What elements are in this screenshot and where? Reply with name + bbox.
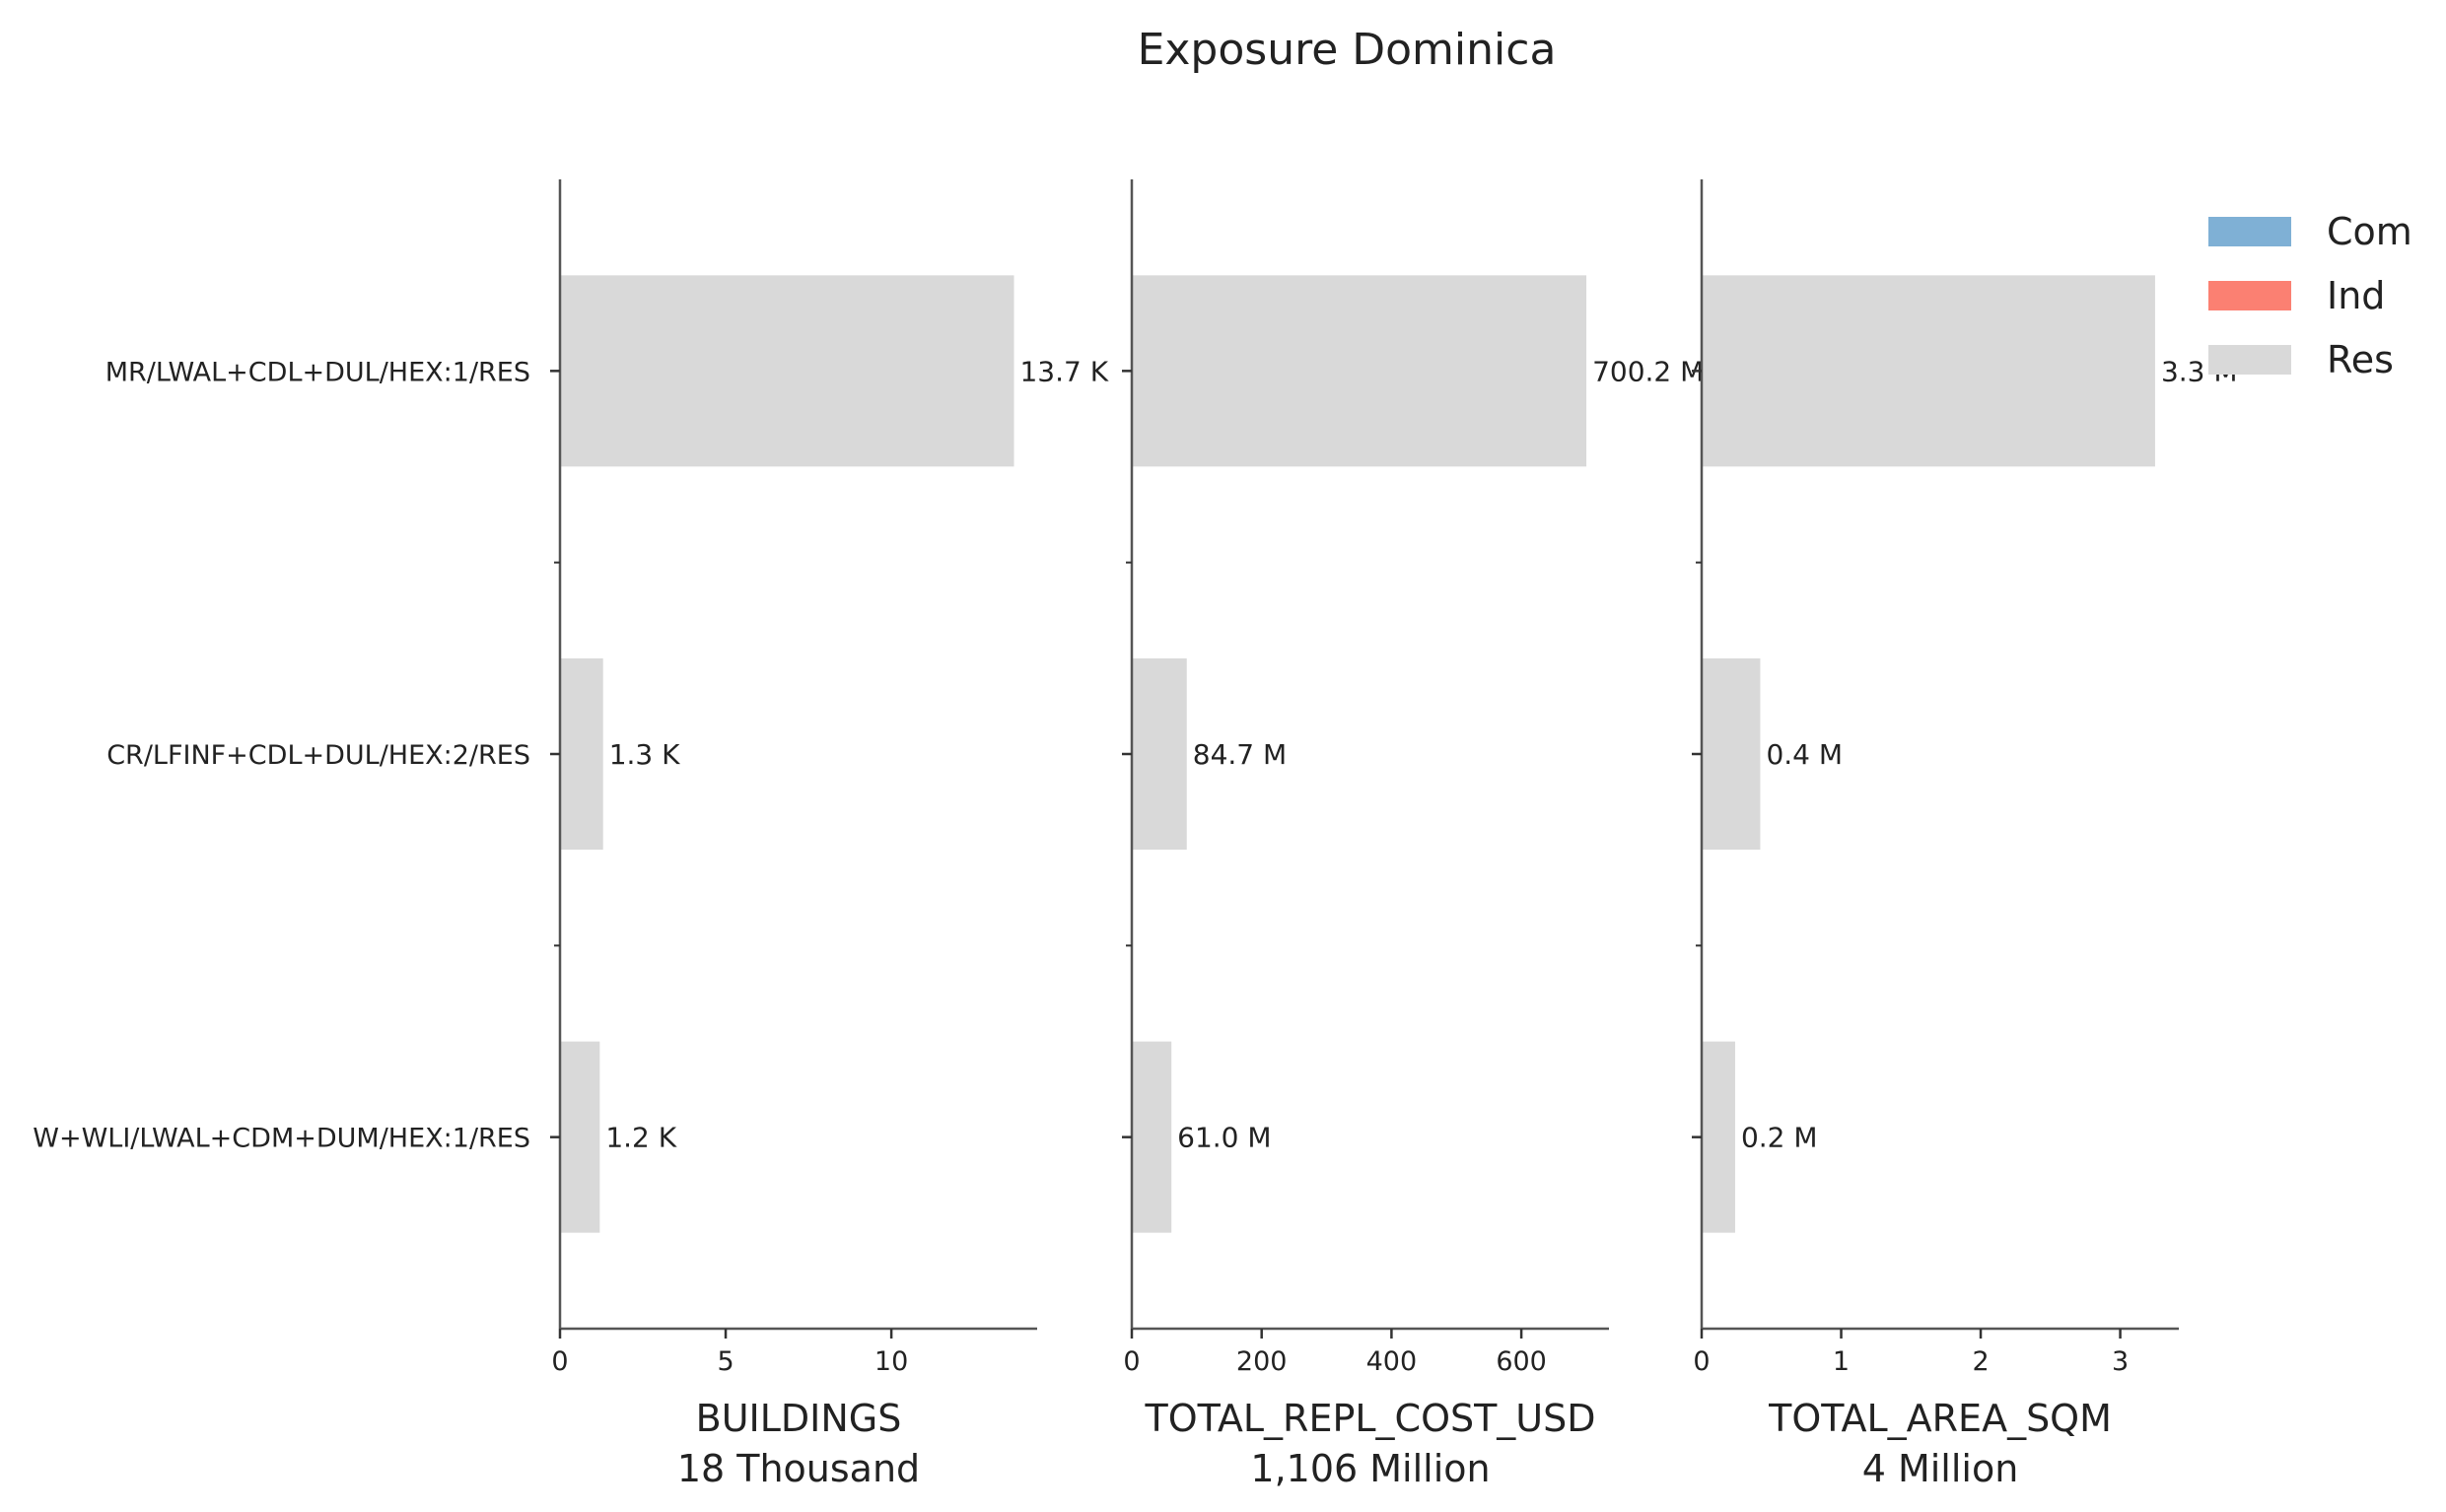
- x-tick-label: 3: [2112, 1346, 2129, 1377]
- panel-1: 0 5 10 13.7 K 1.3 K 1.2 K BUILDINGS 18 Thousand…: [33, 179, 1109, 1490]
- x-axis-total-label: 4 Million: [1862, 1447, 2019, 1490]
- data-label: 1.3 K: [609, 738, 680, 771]
- category-label: W+WLI/LWAL+CDM+DUM/HEX:1/RES: [33, 1124, 530, 1154]
- data-label: 0.4 M: [1766, 738, 1843, 771]
- bar-2-2: [1132, 658, 1187, 850]
- legend-label-ind: Ind: [2327, 274, 2385, 317]
- x-axis-label: TOTAL_REPL_COST_USD: [1144, 1397, 1595, 1440]
- bar-2-3: [1132, 1041, 1172, 1233]
- x-tick-label: 0: [1693, 1346, 1710, 1377]
- bar-3-3: [1702, 1041, 1735, 1233]
- bar-1-3: [560, 1041, 600, 1233]
- x-tick-label: 0: [1123, 1346, 1140, 1377]
- legend-label-com: Com: [2327, 210, 2412, 253]
- data-label: 61.0 M: [1177, 1122, 1271, 1154]
- chart-title: Exposure Dominica: [1138, 25, 1557, 75]
- bar-1-1: [560, 275, 1014, 467]
- x-tick-label: 200: [1236, 1346, 1288, 1377]
- bar-3-1: [1702, 275, 2155, 467]
- x-tick-label: 400: [1366, 1346, 1418, 1377]
- category-label: CR/LFINF+CDL+DUL/HEX:2/RES: [106, 740, 530, 771]
- category-label: MR/LWAL+CDL+DUL/HEX:1/RES: [105, 357, 530, 387]
- data-label: 84.7 M: [1193, 738, 1287, 771]
- legend-swatch-ind: [2208, 281, 2291, 310]
- x-tick-label: 10: [874, 1346, 908, 1377]
- data-label: 0.2 M: [1741, 1122, 1818, 1154]
- data-label: 1.2 K: [605, 1122, 676, 1154]
- x-tick-label: 0: [551, 1346, 568, 1377]
- panel-2: 0 200 400 600 700.2 M 84.7 M 61.0 M TOTAL_REPL_…: [1122, 179, 1704, 1490]
- bar-3-2: [1702, 658, 1761, 850]
- bar-2-1: [1132, 275, 1587, 467]
- x-axis-total-label: 1,106 Million: [1250, 1447, 1490, 1490]
- x-tick-label: 1: [1833, 1346, 1850, 1377]
- legend-swatch-res: [2208, 345, 2291, 375]
- data-label: 700.2 M: [1592, 355, 1704, 387]
- data-label: 13.7 K: [1019, 355, 1108, 387]
- x-tick-label: 2: [1972, 1346, 1989, 1377]
- legend-swatch-com: [2208, 217, 2291, 246]
- x-tick-label: 600: [1496, 1346, 1547, 1377]
- legend-label-res: Res: [2327, 338, 2394, 381]
- x-axis-label: BUILDINGS: [696, 1397, 902, 1440]
- x-tick-label: 5: [717, 1346, 734, 1377]
- bar-1-2: [560, 658, 603, 850]
- x-axis-total-label: 18 Thousand: [677, 1447, 920, 1490]
- x-axis-label: TOTAL_AREA_SQM: [1768, 1397, 2112, 1440]
- legend: Com Ind Res: [2208, 210, 2412, 381]
